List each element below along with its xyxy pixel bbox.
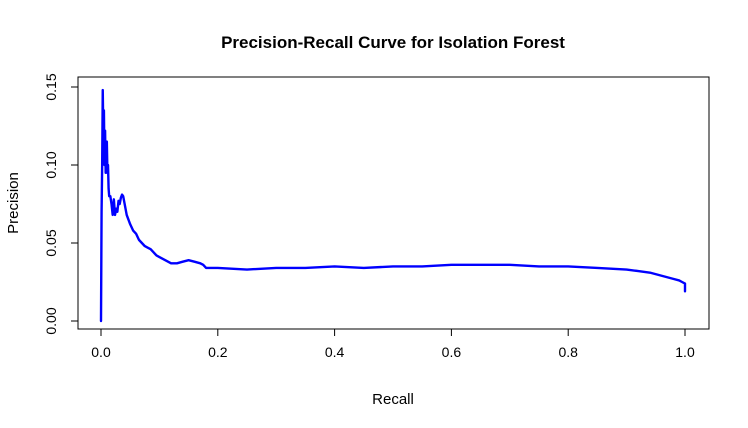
y-tick-label: 0.05	[43, 229, 59, 256]
x-tick-label: 0.2	[208, 344, 228, 360]
y-tick-label: 0.10	[43, 151, 59, 178]
x-axis-label: Recall	[372, 391, 414, 408]
x-tick-label: 0.4	[325, 344, 345, 360]
x-tick-label: 0.0	[91, 344, 111, 360]
x-tick-label: 0.6	[442, 344, 462, 360]
y-tick-label: 0.00	[43, 307, 59, 334]
x-axis: 0.0 0.2 0.4 0.6 0.8 1.0	[91, 328, 695, 360]
plot-frame	[77, 76, 710, 330]
x-tick-label: 1.0	[675, 344, 695, 360]
x-tick-label: 0.8	[558, 344, 578, 360]
y-axis-label: Precision	[5, 172, 22, 234]
y-tick-label: 0.15	[43, 73, 59, 100]
chart-title: Precision-Recall Curve for Isolation For…	[221, 33, 565, 52]
y-axis: 0.00 0.05 0.10 0.15	[43, 73, 79, 335]
series-line-0	[99, 88, 687, 323]
series-layer	[99, 88, 687, 323]
